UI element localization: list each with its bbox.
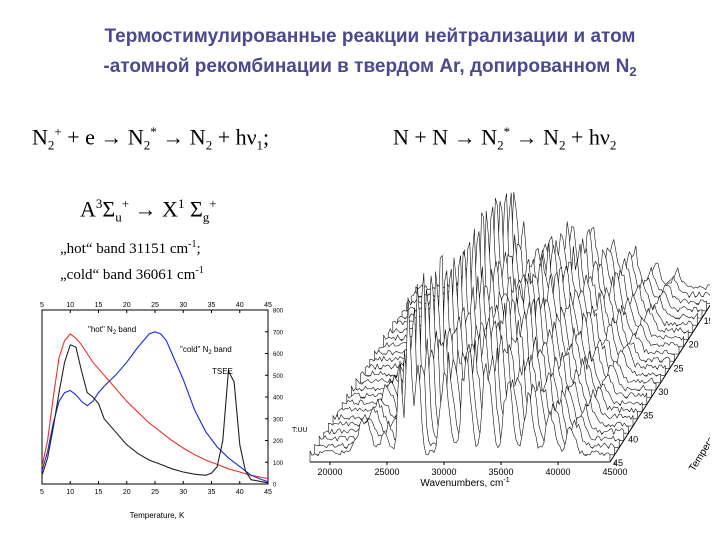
x-tick-label-top: 30 [179, 302, 187, 309]
x-tick-label: 25 [151, 489, 159, 496]
wavenumber-axis-label: Wavenumbers, cm-1 [420, 477, 509, 489]
y-tick-label: 800 [273, 309, 284, 315]
temperature-tick-label: 20 [689, 340, 699, 350]
temperature-tick-label: 15 [704, 316, 710, 326]
wavenumber-tick-label: 35000 [488, 467, 513, 477]
waterfall-spectra-chart: 2000025000300003500040000450001015202530… [292, 191, 710, 489]
y-tick-label: 500 [273, 374, 284, 380]
x-tick-label: 5 [40, 489, 44, 496]
x-tick-label: 35 [208, 489, 216, 496]
x-tick-label: 30 [179, 489, 187, 496]
hot-band-label: „hot“ band 31151 cm [60, 241, 189, 257]
series-line-1 [41, 333, 269, 480]
cold-band-label: „cold“ band 36061 cm [60, 267, 196, 283]
temperature-tick-label: 25 [673, 363, 683, 373]
x-tick-label-top: 15 [95, 302, 103, 309]
wavenumber-tick-label: 40000 [545, 467, 570, 477]
title-line-2: -атомной рекомбинации в твердом Ar, допи… [103, 56, 630, 77]
x-tick-label-top: 45 [264, 302, 272, 309]
x-tick-label-top: 35 [208, 302, 216, 309]
x-tick-label: 15 [95, 489, 103, 496]
band-notes: „hot“ band 31151 cm-1; „cold“ band 36061… [60, 239, 204, 283]
temperature-tick-label: 45 [613, 458, 623, 468]
temperature-tick-label: 35 [643, 411, 653, 421]
slide-title: Термостимулированные реакции нейтрализац… [40, 22, 700, 87]
temperature-axis-label: Temperature, K [687, 410, 710, 474]
y-tick-label: 600 [273, 352, 284, 358]
x-tick-label: 10 [66, 489, 74, 496]
wavenumber-tick-label: 25000 [374, 467, 399, 477]
hot-band-annotation: "hot" N2 band [88, 325, 136, 336]
x-tick-label-top: 20 [123, 302, 131, 309]
title-line-1: Термостимулированные реакции нейтрализац… [104, 26, 636, 47]
y-tick-label: 400 [273, 396, 284, 402]
temperature-axis [609, 304, 710, 463]
spectrum-trace [309, 297, 611, 463]
temperature-curves-chart: 5510101515202025253030353540404545010020… [40, 302, 284, 520]
equation-transition: A3Σu+ → X1 Σg+ [80, 196, 217, 225]
temperature-tick-label: 30 [658, 387, 668, 397]
y-tick-label: 300 [273, 417, 284, 423]
plot-frame [41, 309, 269, 485]
x-tick-label-top: 5 [40, 302, 44, 309]
wavenumber-tick-label: 45000 [602, 467, 627, 477]
x-tick-label-top: 25 [151, 302, 159, 309]
tsee-annotation: TSEE [212, 367, 233, 376]
y-tick-label: 100 [273, 461, 284, 467]
x-axis-label: Temperature, K [130, 511, 185, 520]
title-subscript: 2 [629, 64, 637, 79]
y-tick-label: 0 [273, 483, 277, 489]
wavenumber-tick-label: 20000 [317, 467, 342, 477]
equation-neutralization: N2+ + e → N2* → N2 + hν1; [32, 124, 270, 153]
y-tick-label: 700 [273, 330, 284, 336]
wavenumber-tick-label: 30000 [431, 467, 456, 477]
x-tick-label-top: 40 [236, 302, 244, 309]
x-tick-label-top: 10 [66, 302, 74, 309]
series-line-3 [41, 344, 269, 484]
x-tick-label: 45 [264, 489, 272, 496]
equation-recombination: N + N → N2* → N2 + hν2 [393, 124, 617, 153]
x-tick-label: 20 [123, 489, 131, 496]
x-tick-label: 40 [236, 489, 244, 496]
temperature-tick-label: 40 [628, 434, 638, 444]
y-tick-label: 200 [273, 439, 284, 445]
cold-band-annotation: "cold" N2 band [180, 345, 232, 356]
side-text: T:UU [292, 427, 308, 434]
